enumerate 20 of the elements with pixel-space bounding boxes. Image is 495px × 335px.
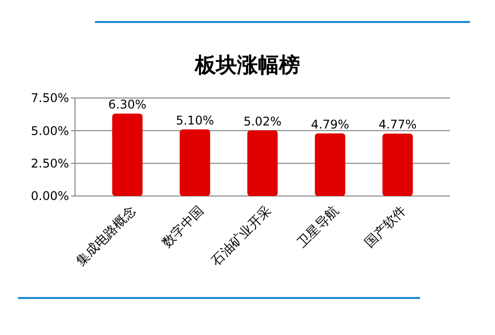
bar xyxy=(314,133,346,196)
data-label: 5.10% xyxy=(176,113,214,128)
x-tick-label: 集成电路概念 xyxy=(74,203,140,270)
chart-title: 板块涨幅榜 xyxy=(194,53,300,77)
y-tick-label: 5.00% xyxy=(30,124,69,138)
y-tick-label: 7.50% xyxy=(30,91,69,106)
data-label: 5.02% xyxy=(243,114,282,128)
x-tick-label: 国产软件 xyxy=(362,203,410,251)
bar xyxy=(382,134,413,196)
x-tick-label: 石油矿业开采 xyxy=(208,203,275,270)
data-label: 4.77% xyxy=(378,118,417,132)
data-label: 4.79% xyxy=(311,117,350,132)
y-tick-label: 0.00% xyxy=(30,189,69,204)
x-tick-label: 数字中国 xyxy=(158,202,207,251)
bar xyxy=(180,129,210,196)
data-label: 6.30% xyxy=(108,98,146,112)
bar xyxy=(112,114,143,196)
x-tick-label: 卫星导航 xyxy=(294,203,342,251)
y-tick-label: 2.50% xyxy=(30,156,69,171)
bar xyxy=(247,130,278,196)
